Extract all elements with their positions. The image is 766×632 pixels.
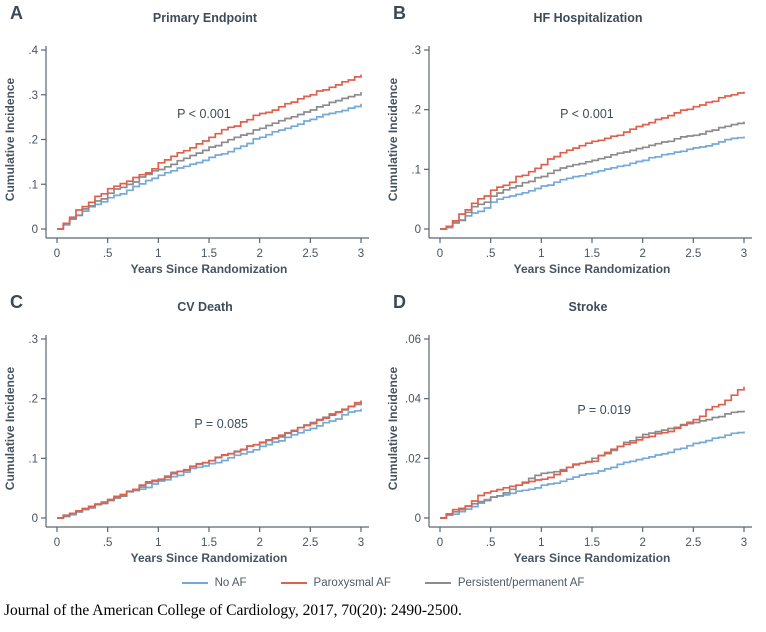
x-tick-label: 1.5 <box>201 248 217 260</box>
citation: Journal of the American College of Cardi… <box>4 602 462 619</box>
x-axis-title: Years Since Randomization <box>514 262 671 276</box>
x-tick-label: 0 <box>54 248 60 260</box>
series-line-paroxysmal-af <box>440 91 745 230</box>
x-tick-label: .5 <box>103 248 113 260</box>
p-value-label-b: P < 0.001 <box>560 106 614 121</box>
legend-line-no-af <box>181 582 208 584</box>
x-tick-label: 2 <box>256 537 262 549</box>
y-tick-label: .2 <box>28 135 38 147</box>
y-tick-label: .2 <box>411 105 421 117</box>
x-axis-title: Years Since Randomization <box>131 262 288 276</box>
x-tick-label: 3 <box>741 537 747 549</box>
panel-cv-death: C CV Death P = 0.085 0 .1 .2 .3 0 .5 1 1.5 2 2.5 3… <box>0 289 383 578</box>
legend: No AF Paroxysmal AF Persistent/permanent… <box>0 572 766 594</box>
p-value-label-a: P < 0.001 <box>177 106 231 121</box>
y-tick-label: .2 <box>28 394 38 406</box>
series-line-persistent-permanent-af <box>57 401 362 519</box>
x-tick-label: 2.5 <box>685 537 701 549</box>
x-tick-label: .5 <box>103 537 113 549</box>
legend-label-persistent-permanent-af: Persistent/permanent AF <box>457 577 585 589</box>
plot-stroke: 0 .02 .04 .06 0 .5 1 1.5 2 2.5 3 Years Since Random… <box>386 334 752 565</box>
x-tick-label: .5 <box>486 248 496 260</box>
y-axis-title: Cumulative Incidence <box>3 366 17 490</box>
panel-letter-a: A <box>10 3 23 23</box>
panel-grid: A Primary Endpoint P < 0.001 0 .1 .2 .3 .4 0.… <box>0 0 766 578</box>
x-tick-label: 1 <box>538 248 544 260</box>
x-axis-title: Years Since Randomization <box>131 551 288 565</box>
legend-label-paroxysmal-af: Paroxysmal AF <box>313 577 391 589</box>
p-value-label-c: P = 0.085 <box>194 416 248 431</box>
x-tick-label: 3 <box>358 537 364 549</box>
x-tick-label: 1 <box>155 537 161 549</box>
x-tick-label: 3 <box>741 248 747 260</box>
series-line-persistent-permanent-af <box>440 121 745 230</box>
y-tick-label: .3 <box>28 90 38 102</box>
y-axis-title: Cumulative Incidence <box>386 366 400 490</box>
x-tick-label: 2 <box>639 537 645 549</box>
x-tick-label: 2.5 <box>302 537 318 549</box>
series-line-persistent-permanent-af <box>440 410 745 519</box>
y-tick-label: .1 <box>28 453 38 465</box>
panel-title-cv-death: CV Death <box>177 300 233 314</box>
x-tick-label: 2 <box>639 248 645 260</box>
panel-letter-b: B <box>393 3 406 23</box>
legend-item-persistent-permanent-af: Persistent/permanent AF <box>424 577 585 589</box>
panel-stroke: D Stroke P = 0.019 0 .02 .04 .06 0 .5 1 1.5 2 2.5… <box>383 289 766 578</box>
y-tick-label: 0 <box>32 224 38 236</box>
x-tick-label: 1 <box>538 537 544 549</box>
x-tick-label: 1 <box>155 248 161 260</box>
plot-cv-death: 0 .1 .2 .3 0 .5 1 1.5 2 2.5 3 Years Since Randomiza… <box>3 334 369 565</box>
panel-title-stroke: Stroke <box>568 300 608 314</box>
plot-primary-endpoint: 0 .1 .2 .3 .4 0 .5 1 1.5 2 2.5 3 Years Since Randomi… <box>3 45 369 276</box>
plot-hf-hospitalization: 0 .1 .2 .3 0 .5 1 1.5 2 2.5 3 Years Since Randomiza… <box>386 45 752 276</box>
legend-line-persistent-permanent-af <box>424 582 451 584</box>
legend-item-no-af: No AF <box>181 577 247 589</box>
x-tick-label: 1.5 <box>584 537 600 549</box>
y-tick-label: .1 <box>28 179 38 191</box>
y-tick-label: .3 <box>411 45 421 57</box>
y-tick-label: .02 <box>405 453 421 465</box>
x-tick-label: 0 <box>54 537 60 549</box>
y-tick-label: 0 <box>415 224 421 236</box>
panel-hf-hospitalization: B HF Hospitalization P < 0.001 0 .1 .2 .3 0.… <box>383 0 766 289</box>
x-tick-label: 2.5 <box>302 248 318 260</box>
x-tick-label: 1.5 <box>201 537 217 549</box>
x-tick-label: 3 <box>358 248 364 260</box>
panel-title-hf-hospitalization: HF Hospitalization <box>533 11 643 25</box>
y-tick-label: 0 <box>415 513 421 525</box>
x-tick-label: 2 <box>256 248 262 260</box>
series-line-no-af <box>57 103 362 230</box>
y-tick-label: 0 <box>32 513 38 525</box>
legend-item-paroxysmal-af: Paroxysmal AF <box>280 577 391 589</box>
y-axis-title: Cumulative Incidence <box>386 77 400 201</box>
x-axis-title: Years Since Randomization <box>514 551 671 565</box>
y-axis-title: Cumulative Incidence <box>3 77 17 201</box>
p-value-label-d: P = 0.019 <box>577 403 631 418</box>
x-tick-label: 0 <box>437 537 443 549</box>
panel-primary-endpoint: A Primary Endpoint P < 0.001 0 .1 .2 .3 .4 0.… <box>0 0 383 289</box>
series-line-no-af <box>440 431 745 519</box>
panel-title-primary-endpoint: Primary Endpoint <box>152 11 258 25</box>
x-tick-label: 2.5 <box>685 248 701 260</box>
series-line-paroxysmal-af <box>57 400 362 519</box>
y-tick-label: .04 <box>405 394 422 406</box>
panel-letter-d: D <box>393 292 406 312</box>
x-tick-label: 1.5 <box>584 248 600 260</box>
y-tick-label: .3 <box>28 334 38 346</box>
series-line-no-af <box>440 136 745 230</box>
series-line-paroxysmal-af <box>57 74 362 230</box>
x-tick-label: .5 <box>486 537 496 549</box>
y-tick-label: .06 <box>405 334 421 346</box>
y-tick-label: .4 <box>28 45 38 57</box>
legend-line-paroxysmal-af <box>280 582 307 584</box>
x-tick-label: 0 <box>437 248 443 260</box>
panel-letter-c: C <box>10 292 23 312</box>
legend-label-no-af: No AF <box>214 577 247 589</box>
series-line-paroxysmal-af <box>440 386 745 519</box>
y-tick-label: .1 <box>411 164 421 176</box>
